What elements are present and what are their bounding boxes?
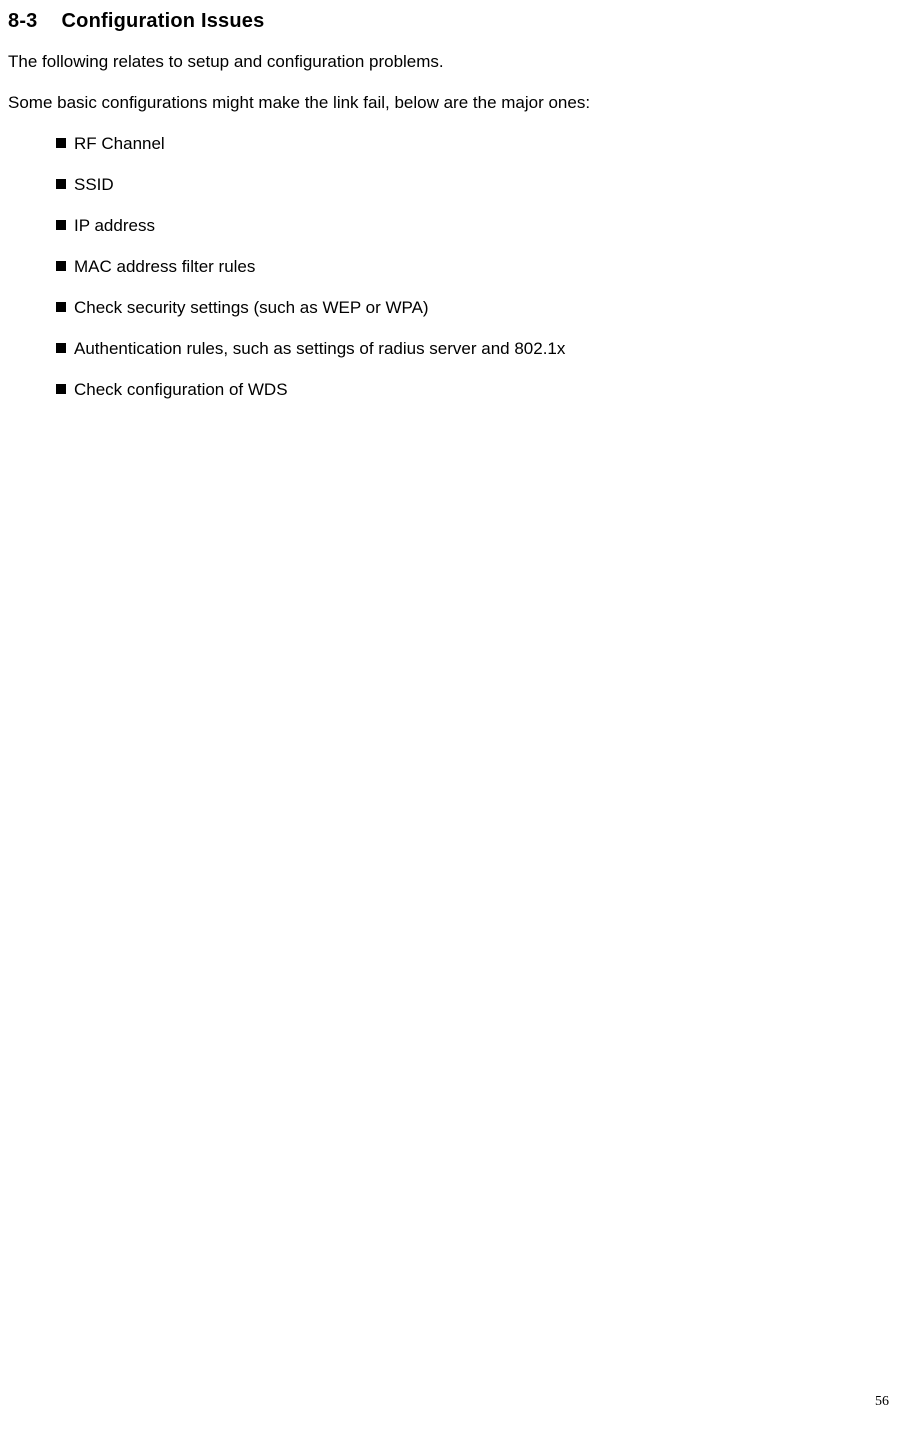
square-bullet-icon — [56, 261, 66, 271]
list-item: MAC address filter rules — [56, 256, 869, 279]
list-item-text: IP address — [74, 216, 155, 235]
list-item-text: RF Channel — [74, 134, 165, 153]
list-item: SSID — [56, 174, 869, 197]
list-item: RF Channel — [56, 133, 869, 156]
paragraph-intro: The following relates to setup and confi… — [8, 51, 869, 74]
page-number: 56 — [875, 1394, 889, 1410]
square-bullet-icon — [56, 179, 66, 189]
list-item: Check security settings (such as WEP or … — [56, 297, 869, 320]
list-item-text: Authentication rules, such as settings o… — [74, 339, 565, 358]
square-bullet-icon — [56, 220, 66, 230]
list-item-text: SSID — [74, 175, 114, 194]
section-heading: 8-3 Configuration Issues — [8, 10, 869, 33]
section-number: 8-3 — [8, 10, 38, 32]
section-title: Configuration Issues — [62, 10, 265, 32]
bullet-list: RF Channel SSID IP address MAC address f… — [8, 133, 869, 402]
square-bullet-icon — [56, 302, 66, 312]
square-bullet-icon — [56, 384, 66, 394]
list-item-text: Check security settings (such as WEP or … — [74, 298, 429, 317]
list-item: Authentication rules, such as settings o… — [56, 338, 869, 361]
document-content: 8-3 Configuration Issues The following re… — [0, 10, 899, 401]
list-item: IP address — [56, 215, 869, 238]
list-item-text: MAC address filter rules — [74, 257, 255, 276]
square-bullet-icon — [56, 343, 66, 353]
list-item: Check configuration of WDS — [56, 379, 869, 402]
square-bullet-icon — [56, 138, 66, 148]
list-item-text: Check configuration of WDS — [74, 380, 288, 399]
paragraph-lead: Some basic configurations might make the… — [8, 92, 869, 115]
